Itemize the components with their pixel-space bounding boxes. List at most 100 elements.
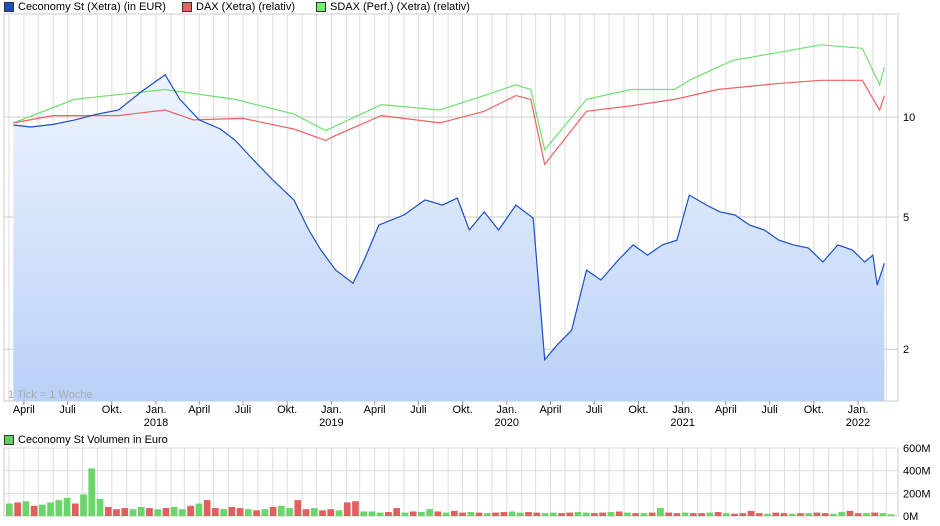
volume-bar (813, 512, 821, 516)
volume-bar (574, 512, 582, 516)
volume-bar (195, 503, 203, 516)
series-line-ceconomy (13, 73, 885, 362)
volume-bar (467, 512, 475, 516)
volume-bar (228, 506, 236, 516)
volume-bar (162, 508, 170, 516)
volume-bar (154, 509, 162, 516)
volume-bar (434, 511, 442, 516)
volume-bar (418, 512, 425, 516)
volume-bar (55, 500, 63, 516)
legend-dax: DAX (Xetra) (relativ) (182, 0, 295, 13)
volume-bar (591, 513, 598, 516)
volume-bar (714, 512, 722, 516)
volume-tick-label: 600M (903, 443, 931, 455)
legend-swatch (182, 1, 192, 12)
volume-bar (88, 468, 96, 516)
volume-legend: Ceconomy St Volumen in Euro (4, 433, 168, 446)
volume-bar (607, 512, 615, 516)
volume-bar (179, 509, 186, 516)
volume-plot-area (3, 447, 899, 517)
legend-ceconomy: Ceconomy St (Xetra) (in EUR) (4, 0, 166, 13)
volume-tick-label: 200M (903, 488, 931, 500)
volume-bar (30, 505, 38, 516)
volume-bar (104, 506, 112, 516)
volume-bar (393, 508, 401, 516)
volume-bar (887, 514, 895, 516)
x-tick-year: 2018 (144, 417, 168, 429)
volume-bar (863, 513, 870, 516)
volume-bar (871, 512, 879, 516)
volume-bar (277, 505, 285, 516)
volume-bar (821, 513, 829, 516)
volume-bar (302, 509, 310, 516)
y-tick-label: 10 (903, 112, 915, 124)
volume-bar (294, 500, 302, 516)
x-tick-label: Juli (586, 404, 603, 416)
volume-bar (22, 501, 30, 516)
volume-bar (525, 512, 532, 516)
y-tick-label: 2 (903, 344, 909, 356)
volume-bar (582, 512, 590, 516)
volume-bar (327, 509, 335, 516)
volume-bar (483, 513, 491, 516)
volume-bar (212, 508, 219, 516)
volume-bar (352, 501, 359, 516)
volume-bar (310, 508, 318, 516)
x-tick-label: Jan. (321, 404, 342, 416)
volume-bar (360, 511, 368, 516)
x-tick-year: 2020 (495, 417, 519, 429)
volume-bar (500, 512, 508, 516)
volume-bar (121, 508, 129, 516)
x-tick-label: April (539, 404, 561, 416)
x-tick-label: Jan. (672, 404, 693, 416)
volume-bar (269, 506, 277, 516)
volume-bar (739, 513, 747, 516)
volume-bar (385, 512, 392, 516)
volume-bar (558, 513, 565, 516)
x-tick-label: Okt. (804, 404, 824, 416)
volume-bar (286, 508, 293, 516)
volume-tick-label: 400M (903, 466, 931, 478)
volume-bar (319, 510, 326, 516)
volume-bar (830, 513, 837, 516)
volume-bar (681, 512, 689, 516)
x-tick-label: Juli (235, 404, 252, 416)
volume-bar (113, 509, 120, 516)
volume-bar (236, 508, 244, 516)
volume-bar (780, 513, 788, 516)
x-tick-label: Okt. (102, 404, 122, 416)
volume-bar (475, 512, 483, 516)
volume-bar (755, 513, 763, 516)
volume-bar (805, 513, 813, 516)
volume-bar (47, 502, 54, 516)
volume-bar (788, 513, 796, 516)
legend-label: SDAX (Perf.) (Xetra) (relativ) (330, 0, 470, 13)
volume-bar (376, 512, 384, 516)
volume-tick-label: 0M (903, 511, 918, 523)
volume-bar (38, 504, 46, 516)
x-tick-label: Juli (410, 404, 427, 416)
x-tick-label: April (13, 404, 35, 416)
x-tick-label: Juli (761, 404, 778, 416)
volume-bar (71, 503, 79, 516)
legend-swatch (4, 434, 14, 445)
x-tick-label: Jan. (496, 404, 517, 416)
x-tick-label: April (715, 404, 737, 416)
volume-bar (63, 497, 71, 516)
series-line-sdax (13, 44, 885, 152)
price-area (13, 74, 885, 402)
legend-swatch (316, 1, 326, 12)
volume-bar (747, 510, 755, 516)
volume-bar (657, 508, 664, 516)
legend-label: Ceconomy St (Xetra) (in EUR) (18, 0, 166, 13)
volume-bar (772, 512, 780, 516)
volume-bar (516, 512, 524, 516)
volume-bar (549, 512, 557, 516)
x-tick-year: 2019 (319, 417, 343, 429)
x-tick-label: April (188, 404, 210, 416)
volume-bar (673, 513, 681, 516)
volume-bar (80, 494, 87, 516)
volume-bar (698, 513, 705, 516)
volume-bar (731, 513, 738, 516)
